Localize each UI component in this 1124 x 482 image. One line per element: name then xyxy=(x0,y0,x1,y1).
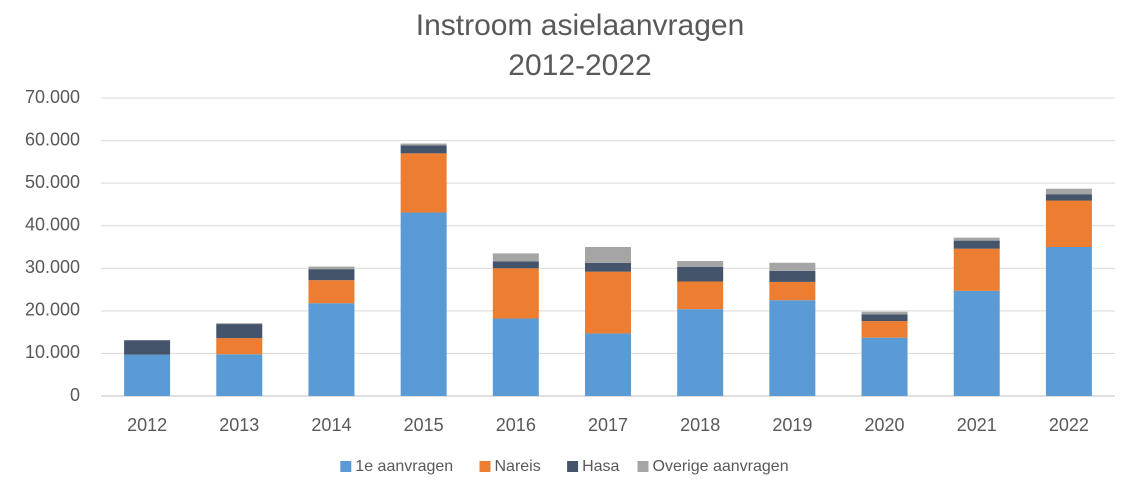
x-tick-label: 2012 xyxy=(127,415,167,435)
bar-segment xyxy=(677,281,724,310)
legend-swatch xyxy=(479,461,491,472)
y-tick-label: 40.000 xyxy=(25,214,80,234)
bar-segment xyxy=(216,338,263,355)
x-tick-label: 2014 xyxy=(311,415,351,435)
bar-segment xyxy=(492,253,539,262)
x-tick-label: 2018 xyxy=(680,415,720,435)
bar-segment xyxy=(861,314,908,322)
x-tick-label: 2017 xyxy=(588,415,628,435)
bar-segment xyxy=(953,290,1000,396)
bar-segment xyxy=(585,271,631,334)
bar-segment xyxy=(400,143,447,146)
legend-label: Overige aanvragen xyxy=(653,458,789,475)
bar-segment xyxy=(861,311,908,315)
y-tick-label: 50.000 xyxy=(25,172,80,192)
y-tick-label: 0 xyxy=(70,385,80,405)
bar-segment xyxy=(585,262,631,272)
bar-segment xyxy=(400,145,447,154)
y-tick-label: 30.000 xyxy=(25,257,80,277)
legend-swatch xyxy=(567,461,579,472)
y-tick-label: 70.000 xyxy=(25,87,80,107)
bar-segment xyxy=(677,309,724,396)
bar-segment xyxy=(769,270,816,282)
bar-segment xyxy=(308,280,355,304)
bar-segment xyxy=(677,261,724,268)
bar-segment xyxy=(1045,200,1092,247)
legend-label: Nareis xyxy=(495,458,541,475)
x-tick-label: 2015 xyxy=(404,415,444,435)
legend-swatch xyxy=(637,461,649,472)
x-tick-label: 2020 xyxy=(865,415,905,435)
bar-segment xyxy=(308,269,355,281)
bar-segment xyxy=(1045,194,1092,201)
bar-segment xyxy=(124,354,171,396)
bar-segment xyxy=(124,340,171,355)
bar-segment xyxy=(953,248,1000,291)
bar-segment xyxy=(953,240,1000,249)
legend-swatch xyxy=(340,461,352,472)
legend-label: 1e aanvragen xyxy=(355,458,453,475)
bar-segment xyxy=(861,337,908,396)
x-tick-label: 2013 xyxy=(219,415,259,435)
bar-segment xyxy=(216,323,263,325)
y-tick-label: 60.000 xyxy=(25,129,80,149)
bar-segment xyxy=(677,267,724,282)
bar-segment xyxy=(308,303,355,396)
bar-segment xyxy=(1045,188,1092,195)
x-tick-label: 2016 xyxy=(496,415,536,435)
bar-segment xyxy=(585,247,631,263)
bar-segment xyxy=(769,262,816,271)
bar-segment xyxy=(216,354,263,396)
bar-segment xyxy=(861,321,908,338)
bar-segment xyxy=(769,281,816,301)
x-tick-label: 2022 xyxy=(1049,415,1089,435)
y-tick-label: 20.000 xyxy=(25,300,80,320)
chart-title: Instroom asielaanvragen 2012-2022 xyxy=(415,9,745,82)
bar-segment xyxy=(953,237,1000,241)
bar-segment xyxy=(769,300,816,396)
bar-segment xyxy=(400,153,447,213)
bar-segment xyxy=(492,261,539,269)
y-tick-label: 10.000 xyxy=(25,342,80,362)
bar-segment xyxy=(216,324,263,339)
bar-segment xyxy=(585,333,631,396)
x-tick-label: 2019 xyxy=(772,415,812,435)
bar-segment xyxy=(308,266,355,270)
bar-segment xyxy=(1045,247,1092,396)
legend-label: Hasa xyxy=(582,458,619,475)
bar-segment xyxy=(400,212,447,396)
x-tick-label: 2021 xyxy=(957,415,997,435)
bar-segment xyxy=(492,268,539,319)
bar-segment xyxy=(492,318,539,396)
